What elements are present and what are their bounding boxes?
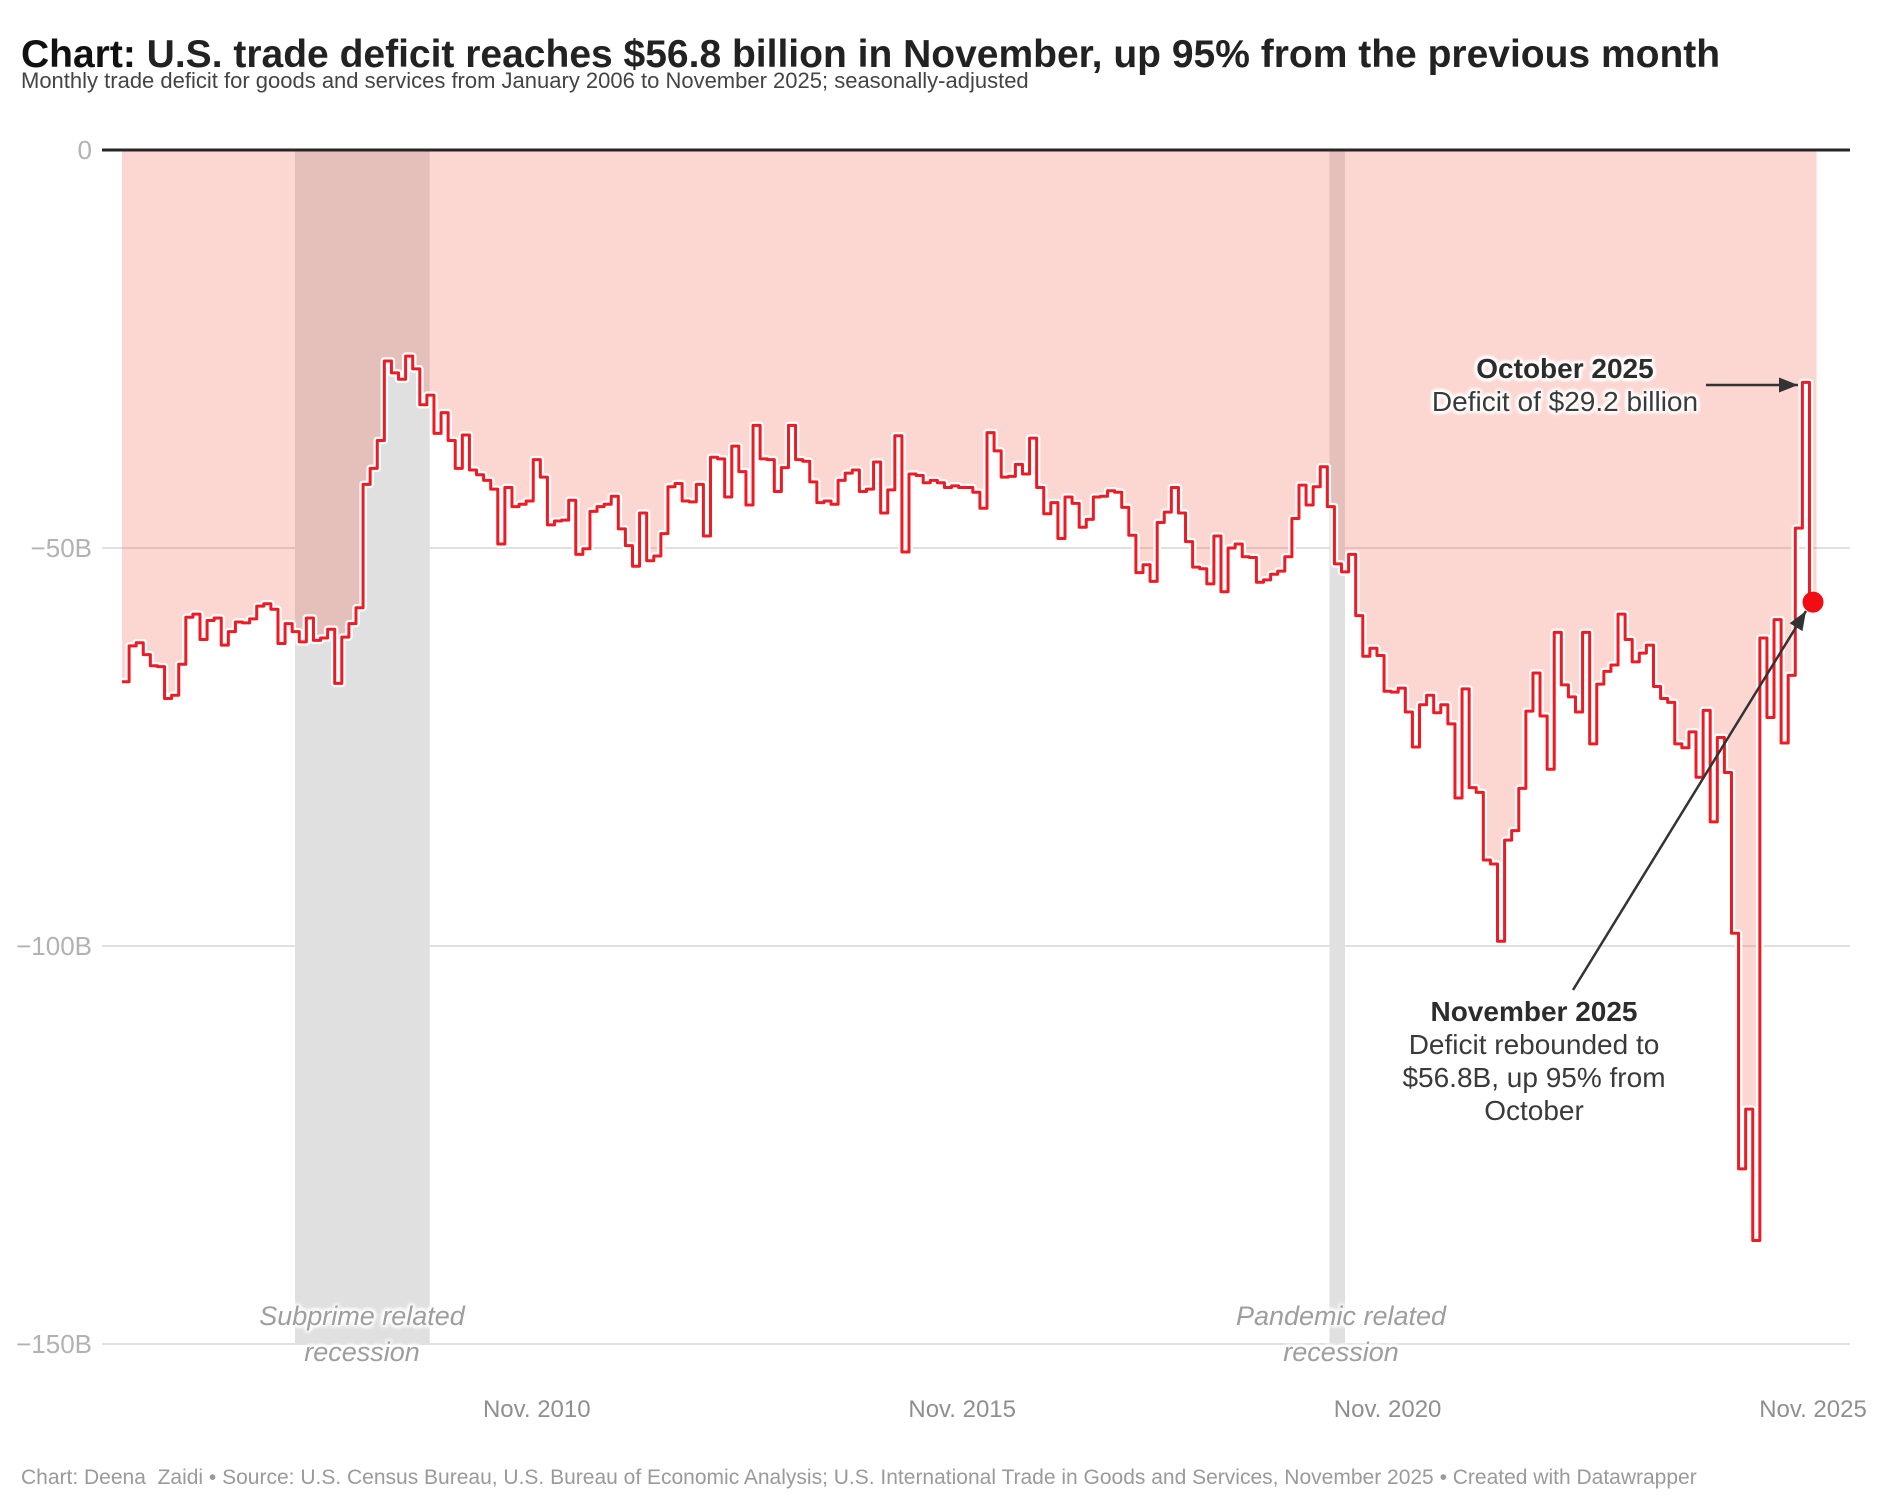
november-arrow-head <box>1789 611 1806 632</box>
x-axis-label-2025: Nov. 2025 <box>1759 1396 1867 1423</box>
november-arrow-shaft <box>1571 610 1808 991</box>
deficit-step-line <box>122 354 1817 1243</box>
chart-subtitle: Monthly trade deficit for goods and serv… <box>21 68 1029 93</box>
y-axis-label-0: 0 <box>77 135 92 165</box>
annotation-november-title: November 2025 <box>1430 996 1638 1027</box>
annotation-november-2025: November 2025 Deficit rebounded to $56.8… <box>1354 995 1714 1127</box>
annotation-november-body-line3: October <box>1484 1095 1584 1126</box>
october-arrow-head <box>1779 377 1798 393</box>
annotation-october-body: Deficit of $29.2 billion <box>1431 386 1699 417</box>
recession-band-pandemic <box>1329 150 1346 1344</box>
attribution-footer: Chart: Deena Zaidi • Source: U.S. Census… <box>21 1466 1697 1489</box>
y-axis-label-−50B: −50B <box>30 533 92 563</box>
title-prefix: Chart: <box>21 33 136 77</box>
annotation-october-title: October 2025 <box>1476 353 1654 384</box>
recession-band-subprime <box>295 150 430 1344</box>
title-text: U.S. trade deficit reaches $56.8 billion… <box>135 33 1721 77</box>
annotation-november-body-line2: $56.8B, up 95% from <box>1402 1062 1666 1093</box>
subprime-recession-label: Subprime related recession <box>259 1301 465 1367</box>
pandemic-recession-label: Pandemic related recession <box>1235 1301 1447 1367</box>
x-axis-label-2015: Nov. 2015 <box>908 1396 1016 1423</box>
annotation-november-body-line1: Deficit rebounded to <box>1408 1029 1660 1060</box>
page-title: Chart: U.S. trade deficit reaches $56.8 … <box>21 32 1720 79</box>
y-axis-label-−100B: −100B <box>16 931 92 961</box>
y-axis-label-−150B: −150B <box>16 1329 92 1359</box>
x-axis-label-2010: Nov. 2010 <box>482 1396 591 1423</box>
deficit-area-fill <box>122 150 1817 1241</box>
x-axis-label-2020: Nov. 2020 <box>1333 1396 1442 1423</box>
november-2025-dot <box>1802 591 1824 613</box>
annotation-october-2025: October 2025 Deficit of $29.2 billion <box>1395 352 1735 418</box>
